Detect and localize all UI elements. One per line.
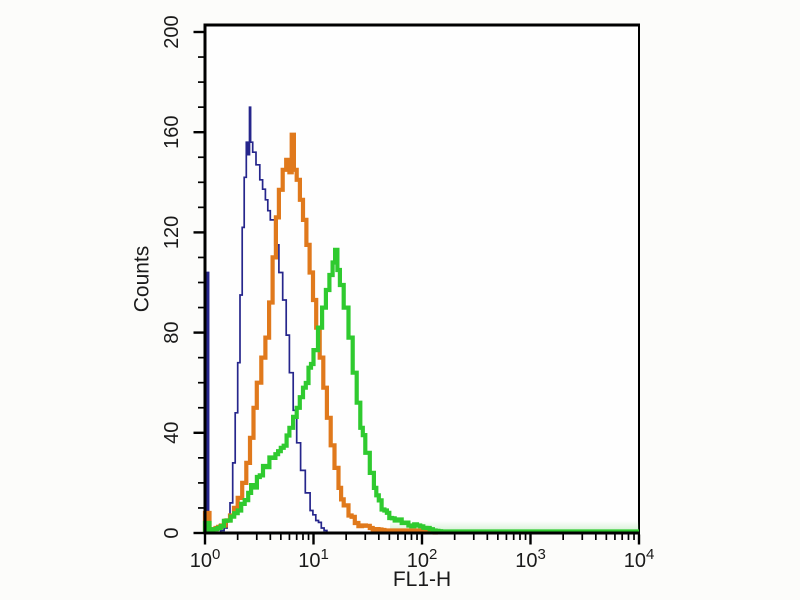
y-tick-label-40: 40 bbox=[161, 422, 183, 444]
y-tick-label-80: 80 bbox=[161, 321, 183, 343]
first-channel-spike-green-sample bbox=[205, 523, 209, 533]
x-tick-label-10^1: 101 bbox=[298, 546, 329, 572]
x-tick-label-10^0: 100 bbox=[190, 546, 221, 572]
y-tick-label-200: 200 bbox=[161, 15, 183, 48]
y-axis-title: Counts bbox=[130, 246, 153, 313]
y-tick-label-120: 120 bbox=[161, 216, 183, 249]
x-tick-label-10^4: 104 bbox=[624, 546, 655, 572]
y-tick-label-160: 160 bbox=[161, 116, 183, 149]
tick-labels-layer: 100 101 102 103 104 0 40 80 120 160 200 bbox=[161, 15, 654, 572]
series-blue-control-curve bbox=[204, 106, 328, 534]
axes-and-ticks-layer bbox=[193, 24, 641, 545]
series-orange-sample-curve bbox=[202, 132, 440, 535]
x-tick-label-10^3: 103 bbox=[515, 546, 546, 572]
y-tick-label-0: 0 bbox=[161, 527, 183, 538]
plot-border-top-right bbox=[203, 23, 640, 534]
first-channel-spike-blue-control bbox=[205, 272, 209, 533]
baseline-green-haze bbox=[390, 521, 639, 532]
plot-background bbox=[205, 25, 639, 533]
x-axis-title: FL1-H bbox=[393, 568, 451, 591]
x-tick-label-10^2: 102 bbox=[407, 546, 438, 572]
